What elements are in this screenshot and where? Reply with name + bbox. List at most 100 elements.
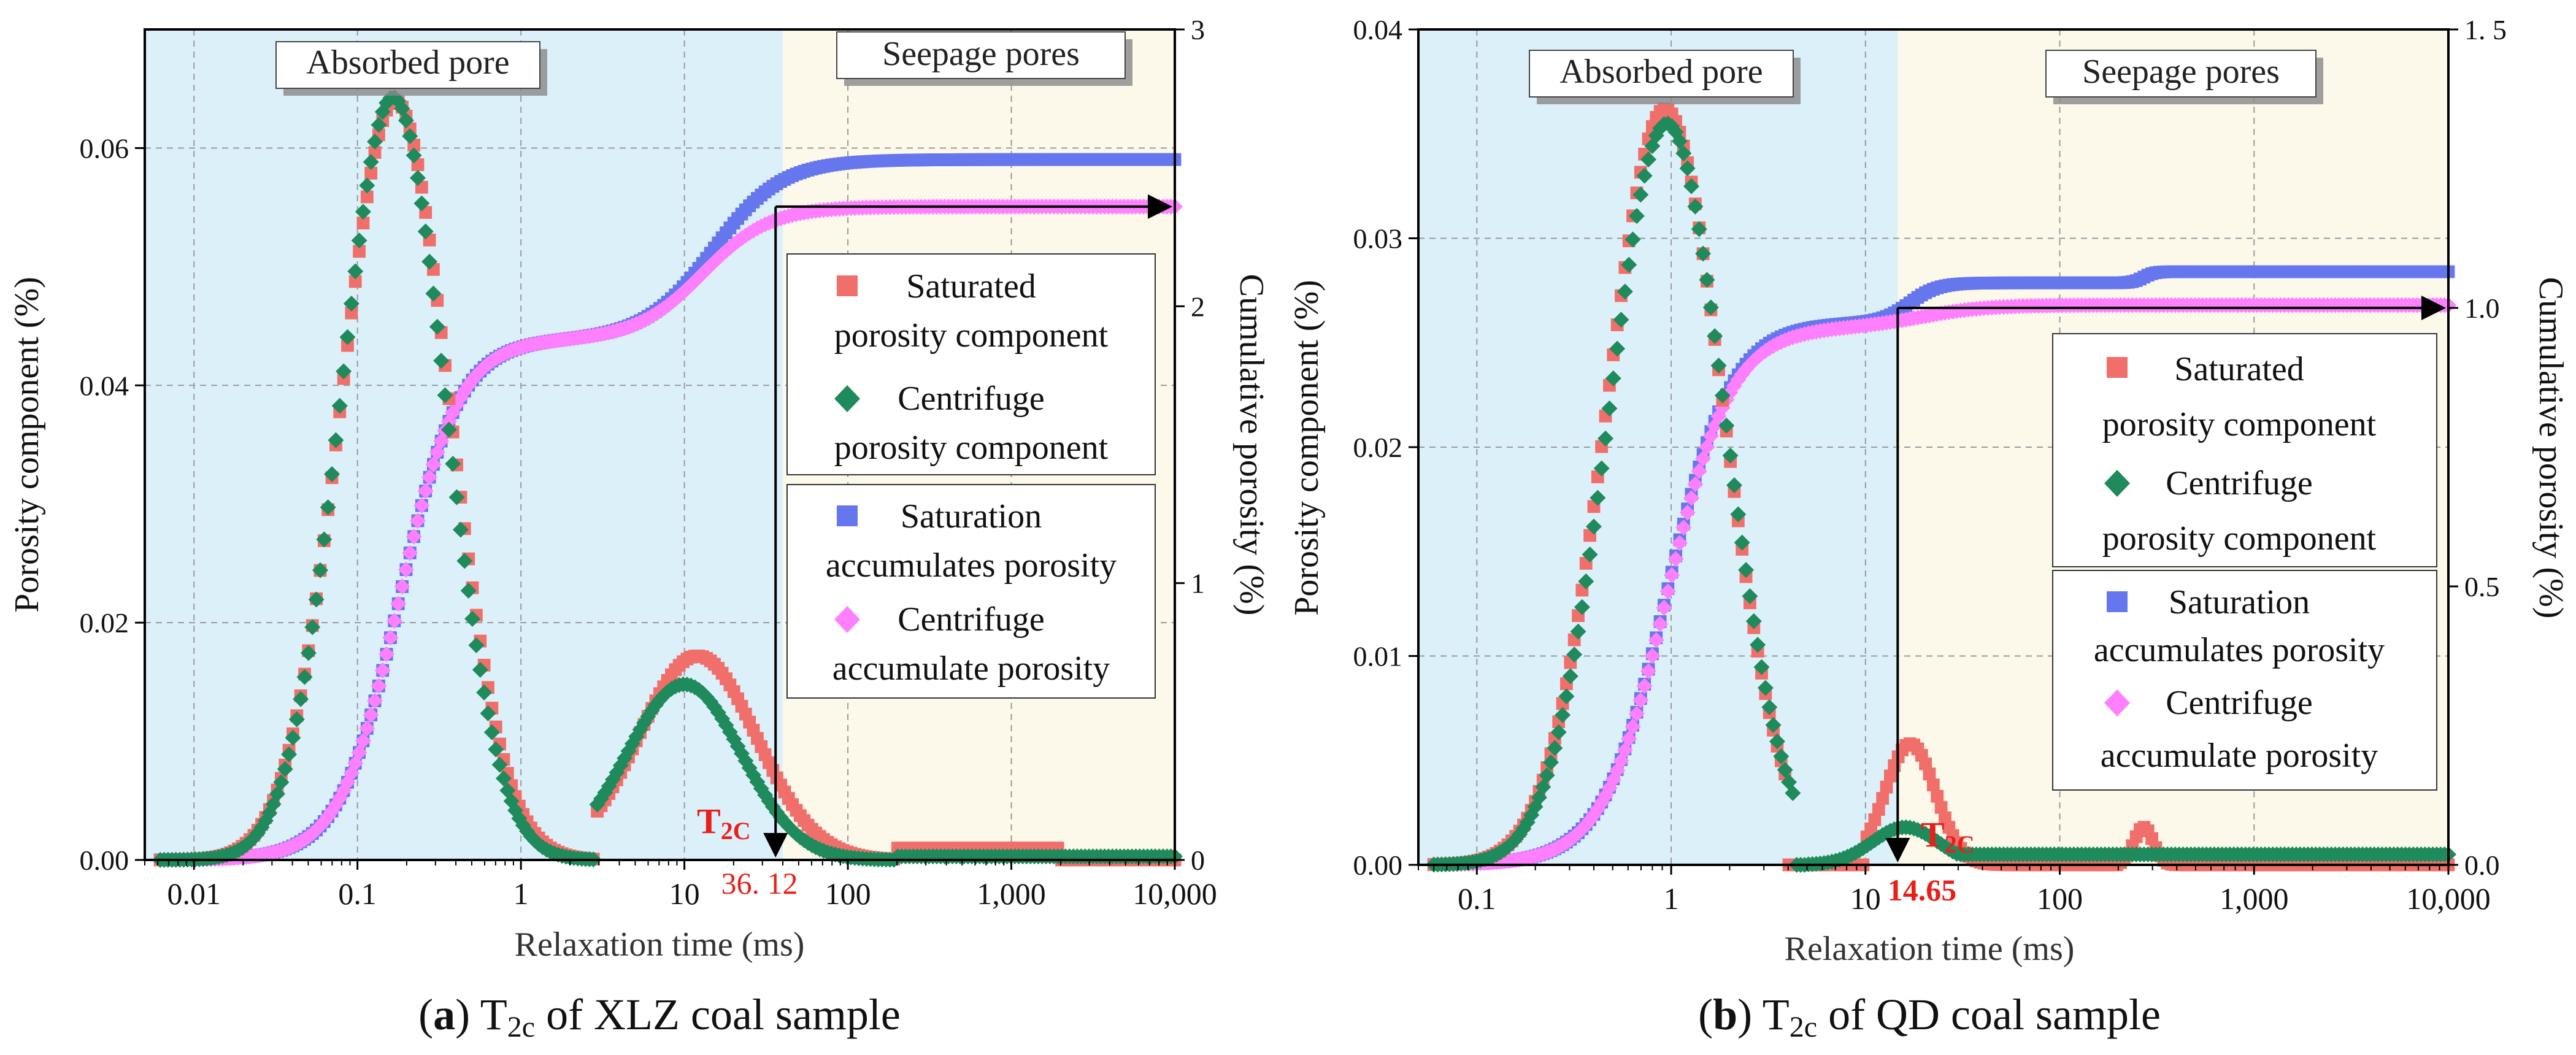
y-axis-right-label: Cumulative porosity (%) (2532, 277, 2570, 619)
legend-label: accumulates porosity (2094, 631, 2385, 669)
data-point (1578, 573, 1594, 589)
data-point (1613, 312, 1629, 328)
data-point (1926, 778, 1940, 792)
y-left-tick-label: 0.00 (1353, 850, 1403, 881)
data-point (488, 741, 504, 758)
data-point (1765, 717, 1782, 734)
x-tick-label: 10 (669, 877, 700, 911)
data-point (296, 669, 313, 685)
data-point (1582, 547, 1598, 563)
data-point (1714, 387, 1731, 404)
data-point (1872, 803, 1885, 816)
data-series (1426, 102, 2456, 873)
diamond-marker-icon (834, 385, 860, 412)
legend-label: Centrifuge (898, 380, 1044, 418)
data-point (1683, 178, 1699, 194)
data-point (1726, 477, 1742, 494)
data-point (394, 578, 410, 595)
legend-item-saturation-accum: Saturation accumulates porosity (826, 497, 1117, 585)
x-tick-label: 1,000 (2220, 881, 2289, 916)
data-point (421, 469, 438, 486)
data-point (1628, 208, 1645, 224)
legend-label: porosity component (2102, 405, 2377, 443)
legend-item-centrifuge: Centrifuge porosity component (834, 380, 1109, 467)
legend-label: accumulate porosity (832, 650, 1110, 688)
data-point (1884, 769, 1897, 783)
data-point (1585, 518, 1602, 535)
y-left-tick-label: 0.06 (80, 132, 129, 164)
data-point (288, 711, 305, 727)
data-point (1628, 705, 1645, 722)
square-marker-icon (837, 505, 858, 526)
y-axis-left-label: Porosity component (%) (1288, 280, 1326, 615)
data-point (374, 662, 391, 678)
data-point (1659, 583, 1676, 600)
data-point (1707, 328, 1723, 345)
legend-item-centrifuge: Centrifuge porosity component (2102, 464, 2377, 558)
data-point (1609, 340, 1626, 357)
diamond-marker-icon (834, 606, 860, 633)
data-point (1605, 370, 1621, 386)
y-right-tick-label: 2 (1191, 291, 1205, 322)
data-point (1550, 724, 1567, 740)
y-right-tick-label: 1. 5 (2464, 14, 2507, 45)
axes: 0.1 1 10 100 1,000 10,000 0.00 0.01 0.02 0.03 0.04… (1353, 14, 2507, 916)
data-point (1558, 688, 1575, 705)
x-tick-label: 10 (1850, 881, 1881, 916)
data-point (452, 521, 469, 538)
data-point (1656, 599, 1672, 616)
data-point (1769, 733, 1785, 750)
data-point (1691, 462, 1707, 479)
data-point (363, 707, 379, 723)
x-tick-label: 0.01 (167, 877, 221, 911)
data-point (285, 729, 301, 746)
data-point (1722, 447, 1739, 464)
data-point (1675, 520, 1692, 536)
data-point (437, 387, 453, 404)
data-point (1671, 133, 1688, 150)
data-point (445, 456, 461, 472)
x-tick-label: 0.1 (338, 877, 377, 911)
data-point (364, 166, 378, 180)
data-point (409, 512, 426, 529)
data-point (1624, 231, 1641, 248)
data-point (406, 147, 422, 164)
data-point (1785, 785, 1801, 802)
legend-label: Saturation (901, 497, 1042, 535)
legend-label: porosity component (834, 316, 1109, 355)
data-point (413, 195, 430, 212)
t2c-value-label: 36. 12 (721, 866, 798, 900)
square-marker-icon (837, 275, 858, 296)
data-point (1621, 731, 1637, 747)
y-axis-right-label: Cumulative porosity (%) (1232, 274, 1271, 616)
data-point (1671, 535, 1688, 551)
square-marker-icon (2107, 591, 2128, 612)
data-point (472, 662, 488, 678)
data-point (413, 497, 430, 514)
data-point (1710, 358, 1727, 374)
x-axis-label: Relaxation time (ms) (515, 926, 805, 964)
data-point (1593, 460, 1610, 477)
data-point (460, 583, 477, 599)
data-point (480, 705, 496, 721)
data-point (371, 678, 387, 694)
data-point (367, 692, 383, 709)
data-point (1757, 680, 1774, 696)
y-left-tick-label: 0.04 (1353, 14, 1403, 45)
data-point (1675, 145, 1692, 161)
diamond-marker-icon (2104, 470, 2130, 497)
data-point (1761, 699, 1778, 715)
data-point (417, 223, 434, 240)
x-tick-label: 1 (513, 877, 529, 911)
x-axis-label: Relaxation time (ms) (1785, 930, 2075, 968)
data-point (1562, 668, 1578, 685)
data-point (1868, 813, 1882, 826)
data-point (1667, 551, 1684, 567)
region-label-seepage: Seepage pores (836, 31, 1132, 86)
data-point (382, 629, 399, 646)
data-point (425, 285, 442, 302)
data-point (359, 720, 375, 737)
data-point (1923, 767, 1936, 781)
data-point (1880, 780, 1893, 794)
data-point (1636, 167, 1653, 184)
